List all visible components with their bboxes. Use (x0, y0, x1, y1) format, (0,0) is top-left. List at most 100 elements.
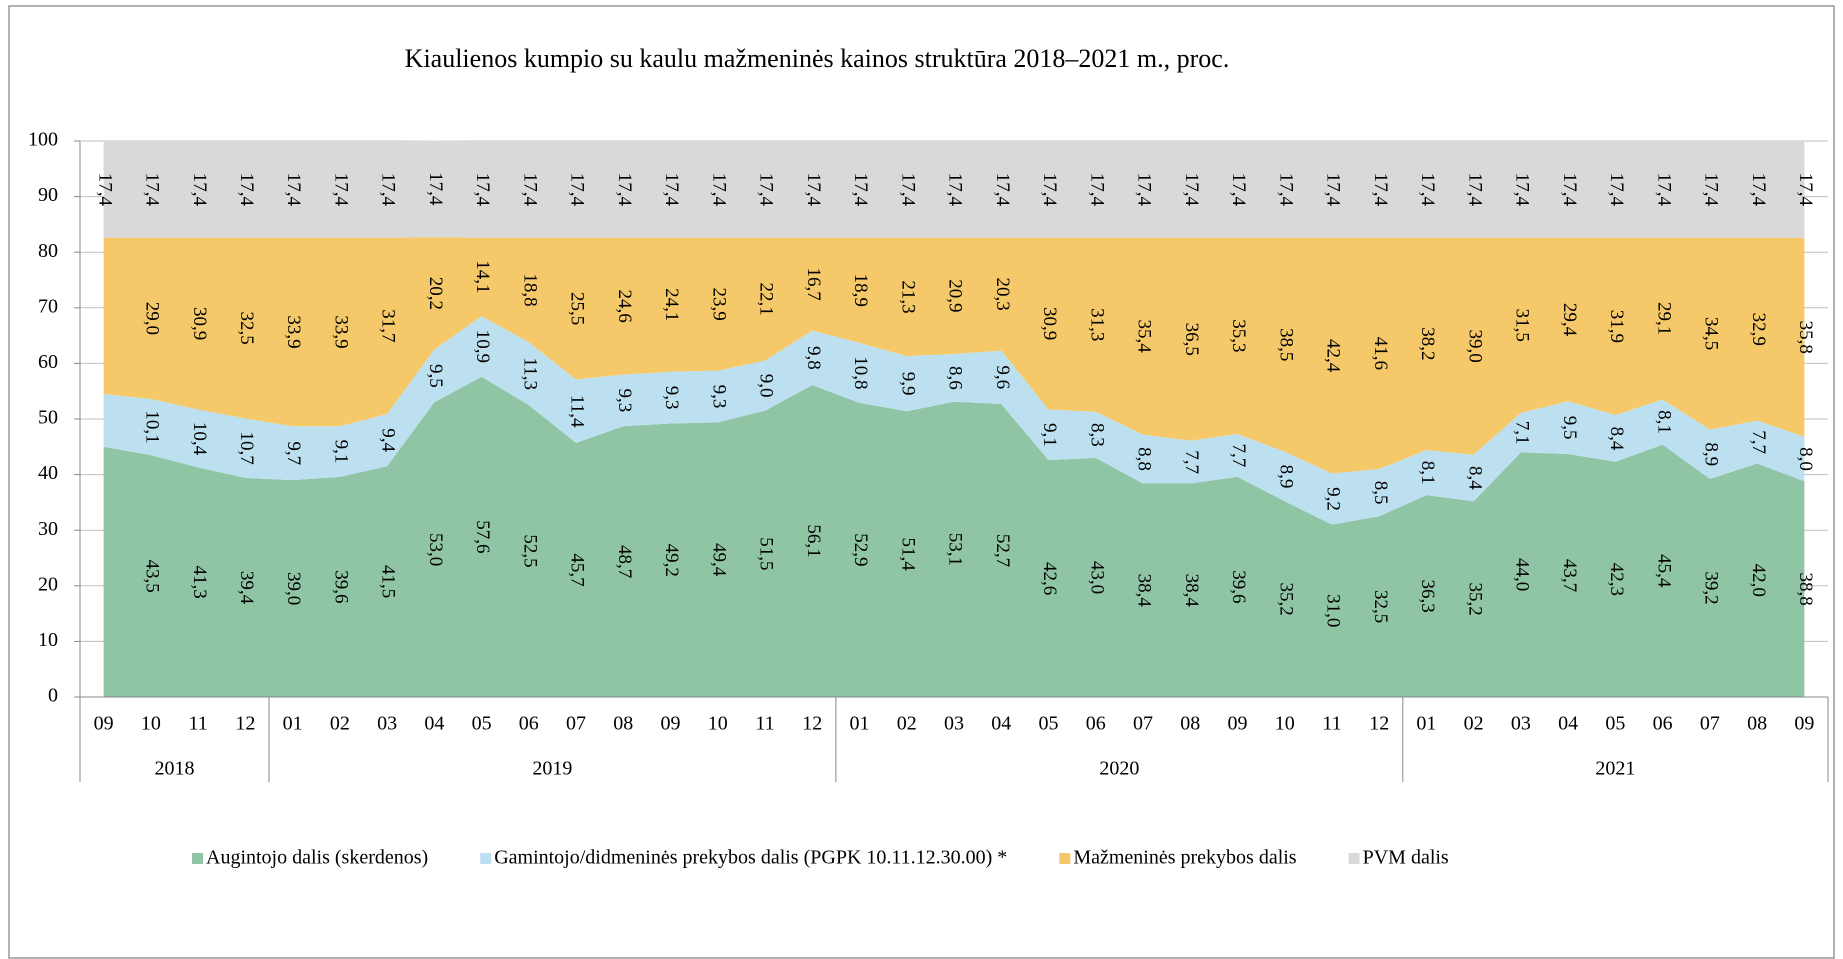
x-tick-label: 06 (1653, 713, 1673, 735)
data-label: 18,9 (850, 274, 871, 307)
data-label: 53,1 (945, 533, 966, 566)
data-label: 17,4 (1370, 173, 1391, 207)
x-tick-label: 05 (1038, 713, 1058, 735)
data-label: 39,4 (236, 571, 257, 605)
x-tick-label: 12 (235, 713, 255, 735)
x-tick-label: 06 (519, 713, 539, 735)
data-label: 29,0 (142, 302, 163, 335)
data-label: 8,1 (1417, 461, 1438, 485)
data-label: 38,5 (1275, 328, 1296, 361)
y-tick-label: 70 (38, 295, 58, 317)
data-label: 7,7 (1181, 450, 1202, 474)
data-label: 38,4 (1134, 574, 1155, 608)
data-label: 17,4 (1323, 173, 1344, 207)
x-tick-label: 07 (1700, 713, 1720, 735)
x-tick-label: 01 (850, 713, 870, 735)
x-tick-label: 08 (1180, 713, 1200, 735)
x-tick-label: 02 (1464, 713, 1484, 735)
data-label: 17,4 (1464, 173, 1485, 207)
legend-label: Augintojo dalis (skerdenos) (206, 847, 428, 869)
data-label: 17,4 (472, 173, 493, 207)
data-label: 17,4 (897, 173, 918, 207)
data-label: 9,0 (756, 374, 777, 398)
data-label: 17,4 (1228, 173, 1249, 207)
x-tick-label: 06 (1086, 713, 1106, 735)
area (103, 237, 1805, 474)
x-tick-label: 04 (424, 713, 444, 735)
y-tick-label: 40 (38, 462, 58, 484)
data-label: 20,9 (945, 279, 966, 312)
data-label: 8,3 (1086, 423, 1107, 447)
area (103, 140, 1805, 238)
data-label: 43,5 (142, 559, 163, 592)
data-label: 17,4 (1039, 173, 1060, 207)
data-label: 9,3 (661, 386, 682, 410)
data-label: 17,4 (567, 173, 588, 207)
data-label: 17,4 (330, 173, 351, 207)
data-label: 8,5 (1370, 481, 1391, 505)
data-label: 8,0 (1795, 447, 1816, 471)
data-label: 49,2 (661, 544, 682, 577)
data-label: 11,4 (567, 395, 588, 428)
x-group-label: 2020 (1099, 758, 1139, 780)
data-label: 17,4 (1275, 173, 1296, 207)
data-label: 36,3 (1417, 579, 1438, 612)
data-label: 17,4 (992, 173, 1013, 207)
y-tick-label: 10 (38, 629, 58, 651)
data-label: 8,6 (945, 366, 966, 390)
data-label: 35,8 (1795, 321, 1816, 354)
data-label: 39,0 (1464, 330, 1485, 363)
data-label: 43,7 (1559, 559, 1580, 592)
x-tick-label: 09 (94, 713, 114, 735)
data-label: 8,4 (1464, 466, 1485, 490)
data-label: 53,0 (425, 533, 446, 566)
x-group-label: 2019 (532, 758, 572, 780)
data-label: 22,1 (756, 283, 777, 316)
y-tick-label: 50 (38, 407, 58, 429)
area (103, 376, 1805, 697)
legend-label: Gamintojo/didmeninės prekybos dalis (PGP… (494, 847, 1007, 869)
data-label: 41,6 (1370, 337, 1391, 370)
data-label: 17,4 (1134, 173, 1155, 207)
data-label: 35,4 (1134, 320, 1155, 354)
x-group-label: 2018 (154, 758, 194, 780)
data-label: 9,2 (1323, 487, 1344, 511)
legend-swatch (480, 853, 492, 864)
data-label: 20,3 (992, 278, 1013, 311)
data-label: 39,6 (330, 570, 351, 603)
legend-swatch (1059, 853, 1071, 864)
data-label: 20,2 (425, 277, 446, 310)
data-label: 42,4 (1323, 339, 1344, 373)
legend-swatch (1348, 853, 1360, 864)
data-label: 10,9 (472, 330, 493, 363)
legend-swatch (192, 853, 203, 864)
x-tick-label: 10 (708, 713, 728, 735)
data-label: 23,9 (708, 288, 729, 321)
x-tick-label: 11 (188, 713, 207, 735)
legend-label: PVM dalis (1363, 847, 1449, 869)
x-tick-label: 11 (755, 713, 774, 735)
data-label: 33,9 (283, 315, 304, 348)
data-label: 9,8 (803, 346, 824, 370)
data-label: 21,3 (897, 280, 918, 313)
data-label: 25,5 (567, 292, 588, 325)
data-label: 9,3 (708, 385, 729, 409)
data-label: 35,2 (1275, 583, 1296, 616)
x-tick-label: 03 (944, 713, 964, 735)
data-label: 8,9 (1275, 465, 1296, 489)
data-label: 39,2 (1701, 571, 1722, 604)
data-label: 41,5 (378, 565, 399, 598)
x-tick-label: 01 (283, 713, 303, 735)
data-label: 10,8 (850, 356, 871, 389)
data-label: 31,9 (1606, 310, 1627, 343)
data-label: 9,4 (378, 428, 399, 452)
data-label: 17,4 (614, 173, 635, 207)
data-label: 31,3 (1086, 308, 1107, 341)
data-label: 31,0 (1323, 594, 1344, 627)
data-label: 8,4 (1606, 427, 1627, 451)
data-label: 42,0 (1748, 564, 1769, 597)
data-label: 17,4 (142, 173, 163, 207)
x-tick-label: 05 (472, 713, 492, 735)
data-label: 38,2 (1417, 327, 1438, 360)
data-label: 17,4 (850, 173, 871, 207)
